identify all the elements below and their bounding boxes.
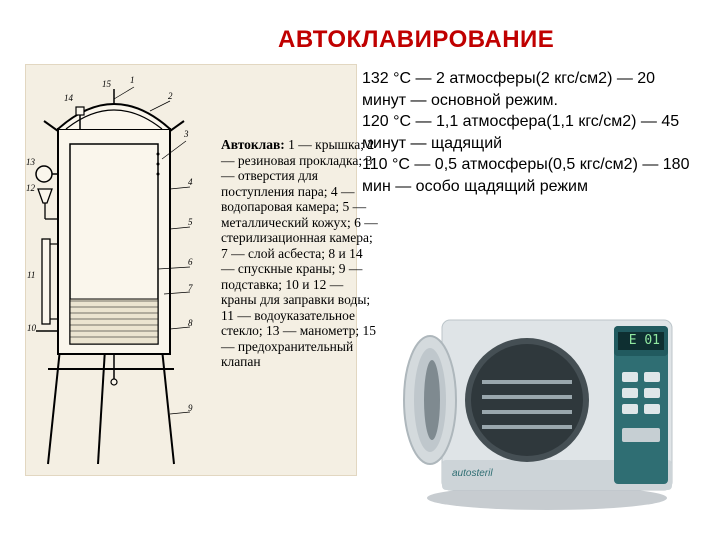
modes-block: 132 °C — 2 атмосферы(2 кгс/см2) — 20 мин… <box>362 68 702 198</box>
num-12: 12 <box>26 183 35 193</box>
num-5: 5 <box>188 217 193 227</box>
photo-logo: autosteril <box>452 468 493 479</box>
num-2: 2 <box>168 91 173 101</box>
diagram-caption-header: Автоклав: <box>221 137 285 152</box>
num-7: 7 <box>188 283 193 293</box>
autoclave-photo: E 01 autosteril <box>382 260 692 518</box>
autoclave-diagram-svg <box>30 69 200 469</box>
photo-door-svg <box>382 260 692 518</box>
photo-display: E 01 <box>618 332 664 350</box>
num-6: 6 <box>188 257 193 267</box>
mode-line-1: 132 °C — 2 атмосферы(2 кгс/см2) — 20 мин… <box>362 68 702 111</box>
num-10: 10 <box>27 323 36 333</box>
slide-title: АВТОКЛАВИРОВАНИЕ <box>278 26 554 54</box>
num-15: 15 <box>102 79 111 89</box>
diagram-caption: Автоклав: 1 — крышка; 2 — резиновая прок… <box>221 137 379 370</box>
diagram-box: 15 1 2 3 4 5 6 7 8 9 10 11 12 13 14 Авто… <box>25 64 357 476</box>
num-14: 14 <box>64 93 73 103</box>
num-11: 11 <box>27 270 35 280</box>
num-8: 8 <box>188 318 193 328</box>
num-4: 4 <box>188 177 193 187</box>
num-13: 13 <box>26 157 35 167</box>
diagram-caption-body: 1 — крышка; 2 — резиновая прокладка; 3 —… <box>221 137 378 369</box>
num-9: 9 <box>188 403 193 413</box>
num-1: 1 <box>130 75 135 85</box>
mode-line-2: 120 °C — 1,1 атмосфера(1,1 кгс/см2) — 45… <box>362 111 702 154</box>
num-3: 3 <box>184 129 189 139</box>
mode-line-3: 110 °C — 0,5 атмосферы(0,5 кгс/см2) — 18… <box>362 154 702 197</box>
